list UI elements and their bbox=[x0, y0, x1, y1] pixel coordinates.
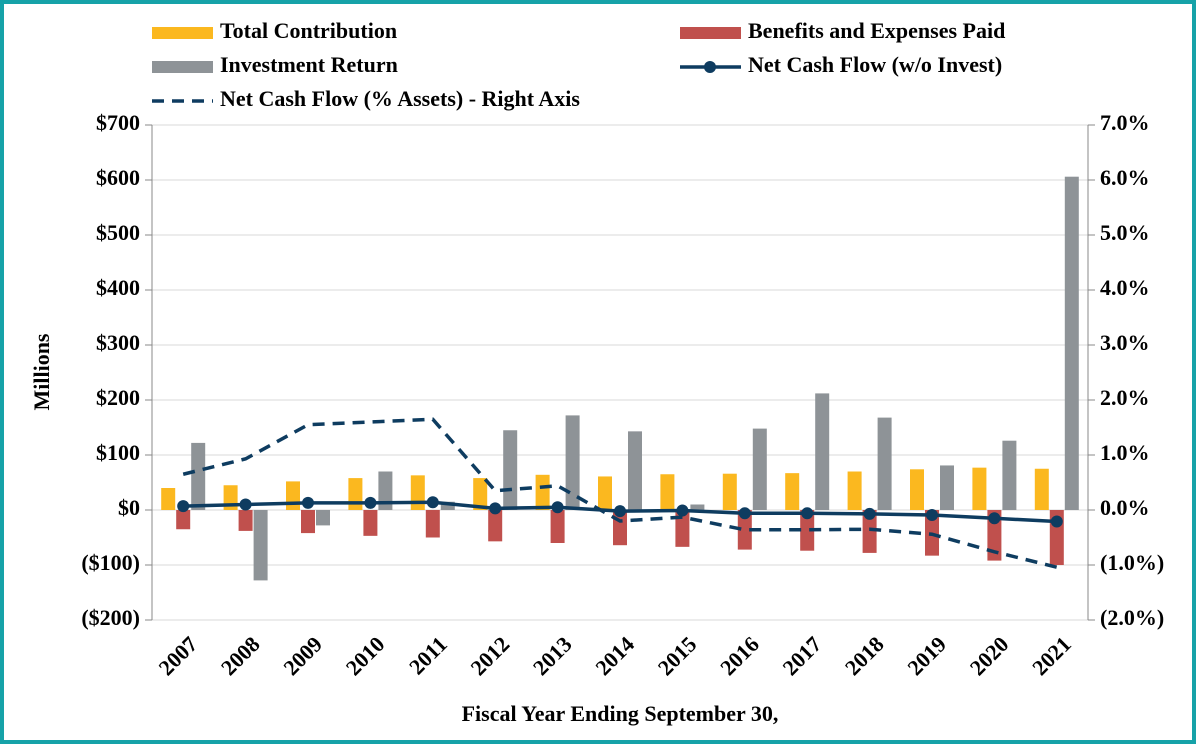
bar bbox=[815, 393, 830, 510]
bar bbox=[675, 510, 690, 547]
y2-tick-label: 7.0% bbox=[1100, 110, 1150, 135]
bar bbox=[535, 474, 550, 510]
bar bbox=[378, 471, 393, 510]
bar bbox=[877, 417, 892, 510]
line-marker bbox=[738, 507, 751, 520]
y-tick-label: $0 bbox=[118, 495, 140, 520]
line-marker bbox=[426, 496, 439, 509]
y-tick-label: $500 bbox=[96, 220, 140, 245]
bar bbox=[737, 510, 752, 550]
y2-tick-label: 0.0% bbox=[1100, 495, 1150, 520]
bar bbox=[565, 415, 580, 510]
line-marker bbox=[302, 496, 314, 509]
line-marker bbox=[863, 507, 876, 520]
bar bbox=[1064, 176, 1079, 510]
bar bbox=[286, 481, 300, 510]
bar bbox=[598, 476, 612, 510]
bar bbox=[238, 510, 253, 531]
line-marker bbox=[239, 498, 252, 511]
line-marker bbox=[177, 500, 190, 513]
line-marker bbox=[1050, 515, 1063, 528]
bar bbox=[660, 474, 675, 510]
bar bbox=[1002, 440, 1017, 510]
bar bbox=[785, 473, 800, 510]
line-marker bbox=[676, 504, 689, 517]
legend-swatch bbox=[152, 61, 213, 73]
y2-tick-label: 6.0% bbox=[1100, 165, 1150, 190]
line-marker bbox=[551, 501, 564, 514]
bar bbox=[176, 510, 191, 530]
legend-label: Benefits and Expenses Paid bbox=[748, 18, 1005, 43]
bar bbox=[628, 431, 642, 510]
bar bbox=[473, 478, 488, 510]
y-tick-label: ($100) bbox=[81, 550, 140, 575]
bar bbox=[862, 510, 877, 553]
bar bbox=[690, 504, 705, 510]
y2-tick-label: 3.0% bbox=[1100, 330, 1150, 355]
y-tick-label: $700 bbox=[96, 110, 140, 135]
y-tick-label: $400 bbox=[96, 275, 140, 300]
bar bbox=[253, 510, 268, 581]
y-tick-label: $600 bbox=[96, 165, 140, 190]
x-axis-title: Fiscal Year Ending September 30, bbox=[462, 701, 779, 726]
y-tick-label: $300 bbox=[96, 330, 140, 355]
bar bbox=[191, 442, 206, 510]
y2-tick-label: (2.0%) bbox=[1100, 605, 1164, 630]
y2-tick-label: 4.0% bbox=[1100, 275, 1150, 300]
bar bbox=[940, 465, 954, 510]
legend-label: Investment Return bbox=[220, 52, 398, 77]
y2-tick-label: 2.0% bbox=[1100, 385, 1150, 410]
bar bbox=[425, 510, 440, 538]
line-marker bbox=[614, 505, 626, 518]
legend-swatch bbox=[152, 27, 213, 39]
line-marker bbox=[364, 496, 377, 509]
y2-tick-label: (1.0%) bbox=[1100, 550, 1164, 575]
bar bbox=[847, 471, 862, 510]
bar bbox=[488, 510, 503, 542]
bar bbox=[440, 501, 455, 510]
bar bbox=[503, 430, 518, 510]
legend-label: Net Cash Flow (w/o Invest) bbox=[748, 52, 1002, 77]
line-marker bbox=[926, 508, 938, 521]
legend-label: Total Contribution bbox=[220, 18, 397, 43]
bar bbox=[301, 510, 315, 534]
bar bbox=[722, 473, 737, 510]
bar bbox=[348, 478, 363, 510]
dashed-line bbox=[182, 417, 1058, 569]
legend-label: Net Cash Flow (% Assets) - Right Axis bbox=[220, 86, 580, 111]
legend-swatch bbox=[680, 27, 741, 39]
y2-tick-label: 5.0% bbox=[1100, 220, 1150, 245]
line-marker bbox=[988, 512, 1001, 525]
legend-marker bbox=[704, 61, 716, 73]
line-marker bbox=[489, 502, 502, 515]
bar bbox=[972, 467, 987, 510]
bar bbox=[410, 475, 425, 510]
y-tick-label: ($200) bbox=[81, 605, 140, 630]
y-axis-title: Millions bbox=[29, 333, 54, 410]
bar bbox=[1034, 468, 1049, 510]
bar bbox=[316, 510, 330, 526]
y-tick-label: $200 bbox=[96, 385, 140, 410]
bar bbox=[800, 510, 815, 551]
bar bbox=[550, 510, 565, 543]
bar bbox=[161, 488, 176, 510]
y2-tick-label: 1.0% bbox=[1100, 440, 1150, 465]
bar bbox=[363, 510, 378, 536]
y-tick-label: $100 bbox=[96, 440, 140, 465]
bar bbox=[752, 428, 767, 510]
bar bbox=[910, 469, 924, 510]
line-marker bbox=[801, 507, 814, 520]
